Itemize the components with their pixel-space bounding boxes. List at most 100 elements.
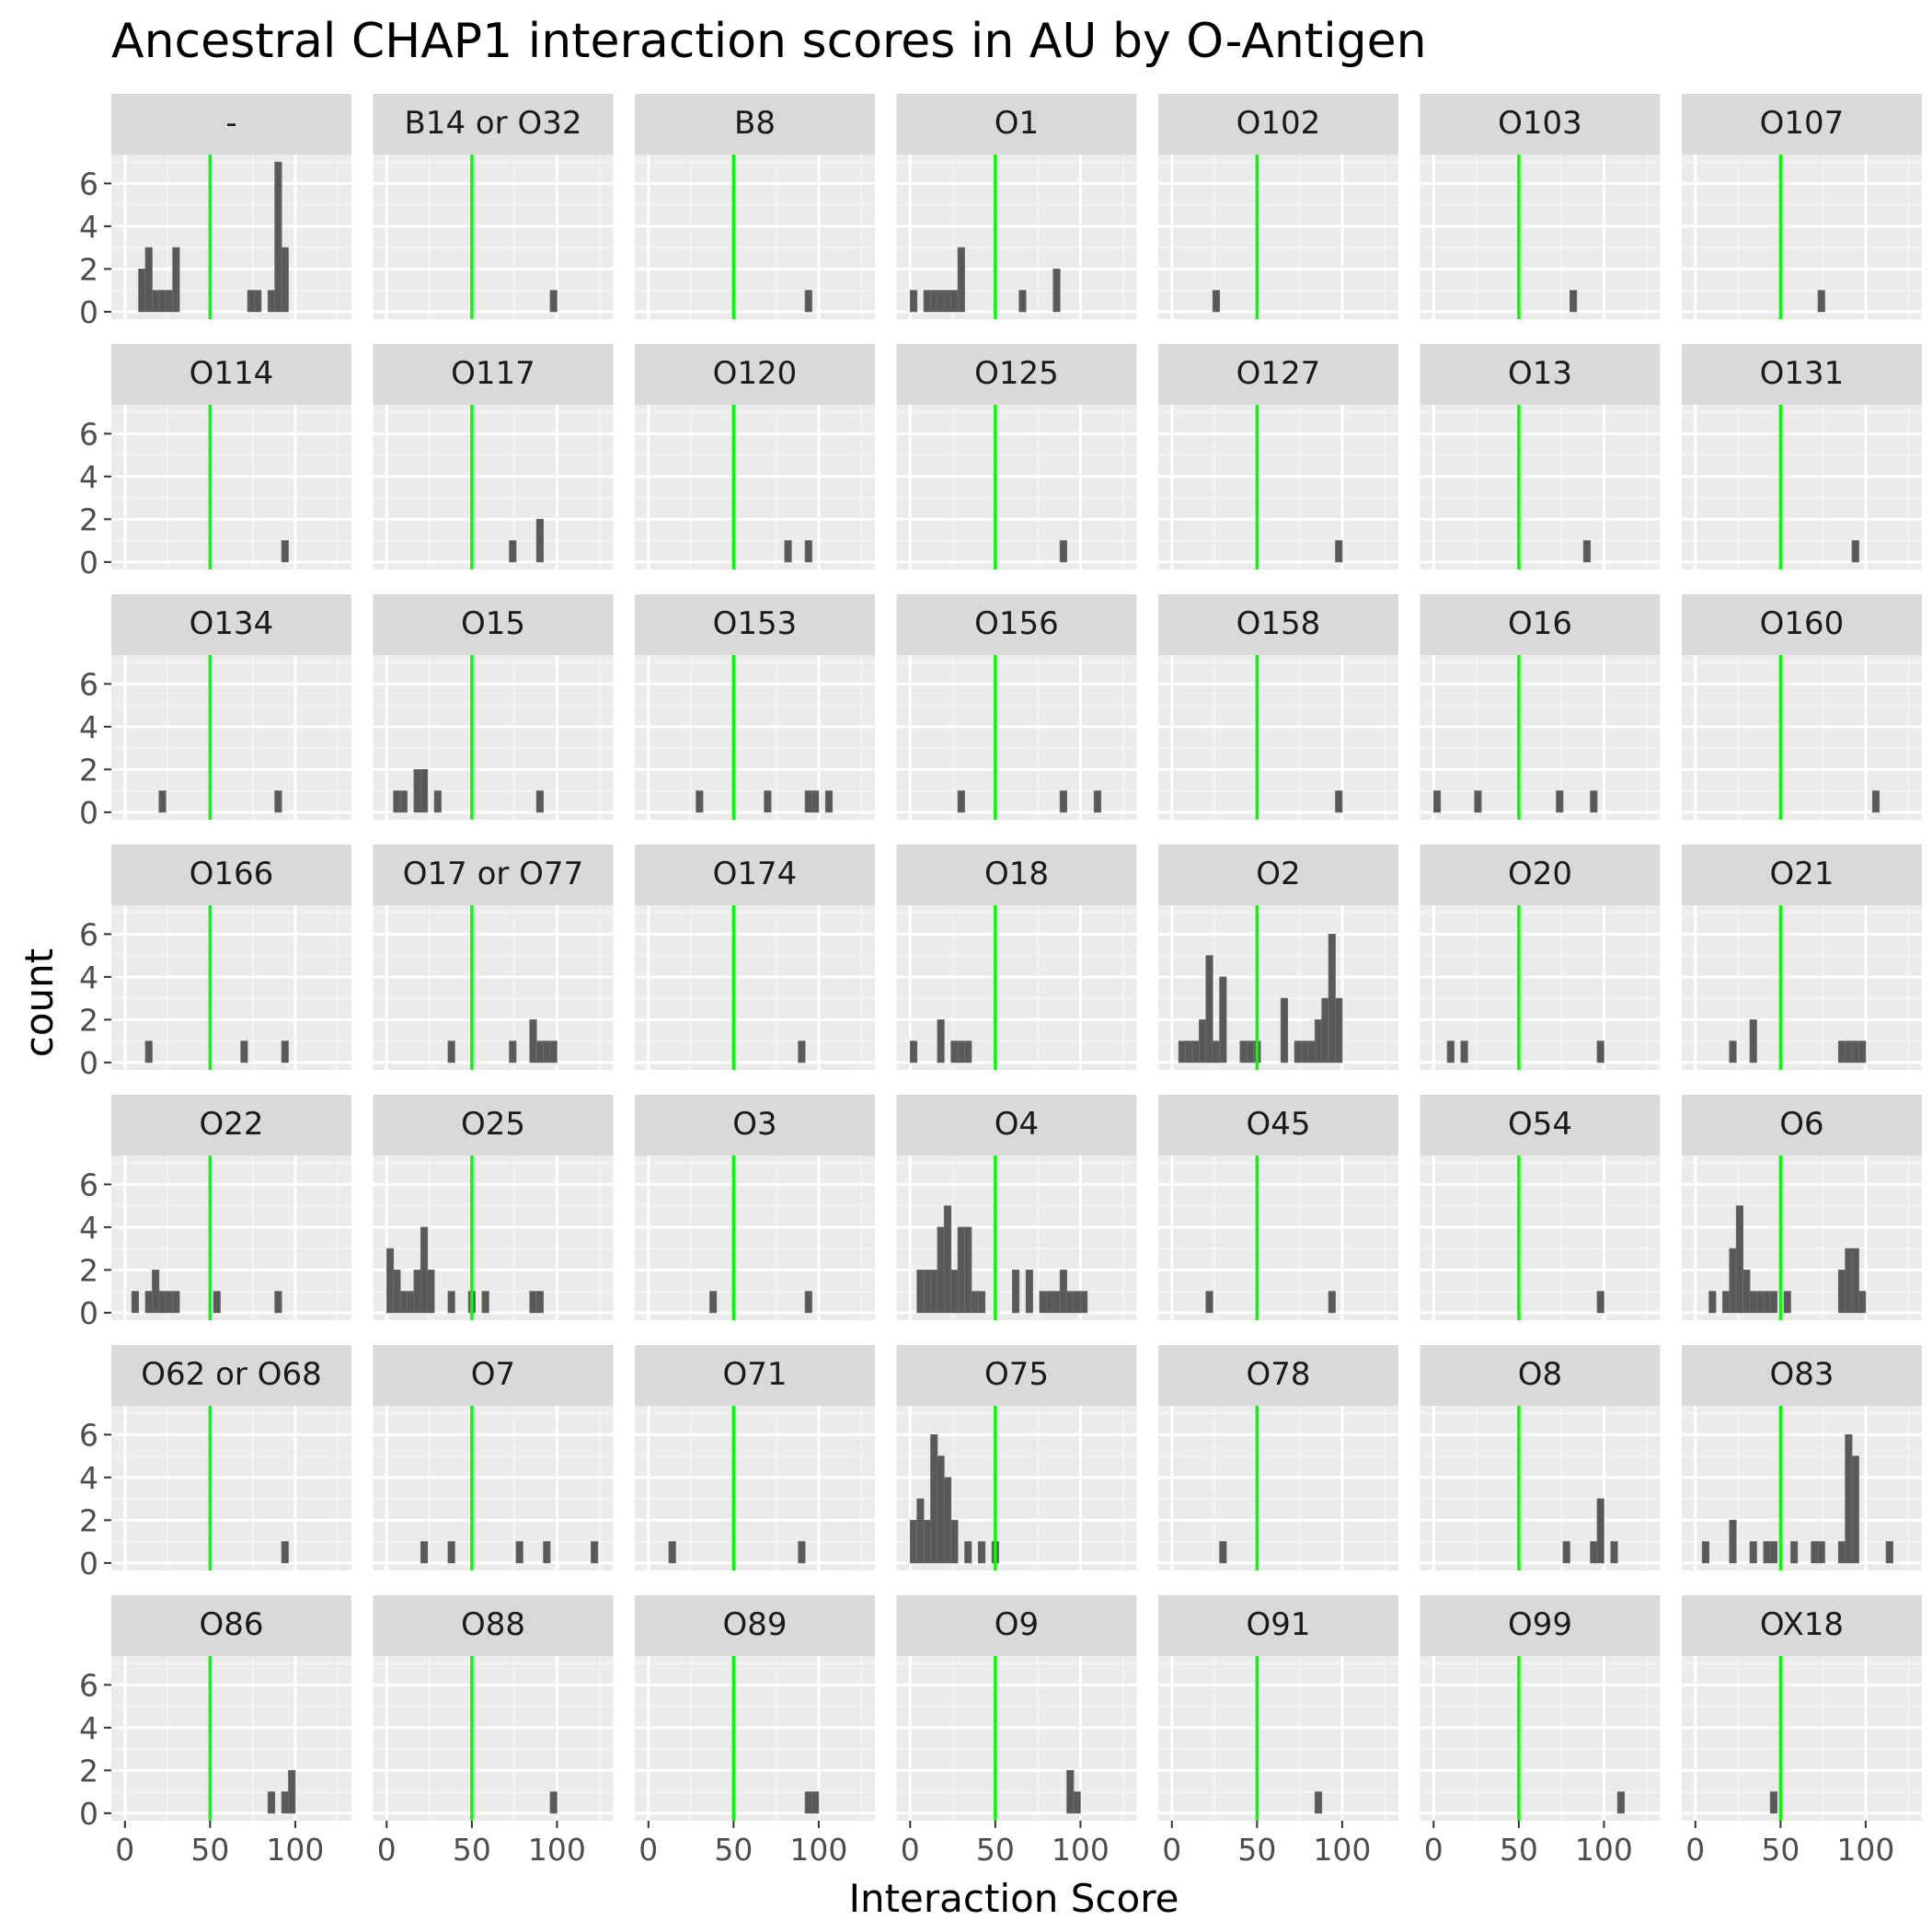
histogram-bar: [420, 768, 429, 813]
y-tick-label: 0: [79, 795, 98, 831]
histogram-bar: [1328, 933, 1336, 1064]
facet-label: O91: [1246, 1606, 1310, 1643]
histogram-bar: [274, 790, 282, 813]
panel-background: [111, 1656, 351, 1821]
panel-background: [635, 405, 875, 569]
facet-label: O127: [1236, 355, 1321, 392]
facet-label: O20: [1508, 856, 1572, 892]
histogram-bar: [1066, 1769, 1075, 1814]
histogram-bar: [1885, 1541, 1893, 1564]
histogram-bar: [165, 290, 174, 313]
histogram-bar: [1708, 1291, 1717, 1314]
histogram-bar: [1837, 1269, 1846, 1314]
histogram-bar: [1205, 955, 1213, 1064]
chart-title: Ancestral CHAP1 interaction scores in AU…: [111, 14, 1427, 69]
x-tick-label: 50: [1237, 1832, 1276, 1868]
histogram-bar: [158, 290, 167, 313]
panel-background: [1158, 655, 1398, 820]
histogram-bar: [1314, 1791, 1323, 1814]
histogram-bar: [543, 1541, 551, 1564]
y-tick-label: 2: [79, 251, 98, 287]
histogram-bar: [529, 1291, 537, 1314]
panel-background: [1682, 1156, 1922, 1320]
y-tick-label: 2: [79, 1252, 98, 1288]
panel-background: [373, 655, 614, 820]
facet-strip: [111, 845, 351, 905]
panel-background: [373, 405, 614, 569]
y-tick-label: 6: [79, 666, 98, 702]
histogram-bar: [1307, 1041, 1316, 1064]
facet-label: O89: [722, 1606, 787, 1643]
histogram-bar: [1066, 1291, 1075, 1314]
facet-strip: [635, 94, 875, 155]
histogram-bar: [943, 1477, 952, 1564]
histogram-bar: [804, 290, 812, 313]
histogram-bar: [549, 1791, 558, 1814]
histogram-bar: [964, 1041, 972, 1064]
x-tick-label: 50: [976, 1832, 1015, 1868]
facet-label: O16: [1508, 605, 1572, 642]
histogram-bar: [131, 1291, 140, 1314]
facet-strip: [1158, 1345, 1398, 1406]
panel-background: [373, 905, 614, 1070]
histogram-bar: [1590, 1541, 1598, 1564]
histogram-bar: [923, 1269, 931, 1314]
histogram-bar: [930, 290, 938, 313]
histogram-bar: [481, 1291, 489, 1314]
x-tick-label: 50: [1500, 1832, 1538, 1868]
facet-strip: [1158, 1595, 1398, 1656]
histogram-bar: [937, 1226, 945, 1314]
x-tick-label: 50: [1761, 1832, 1800, 1868]
x-tick-label: 0: [638, 1832, 658, 1868]
y-tick-label: 2: [79, 1502, 98, 1538]
panel-background: [373, 1656, 614, 1821]
y-tick-label: 4: [79, 960, 98, 995]
histogram-bar: [1610, 1541, 1618, 1564]
x-tick-label: 100: [1313, 1832, 1371, 1868]
histogram-bar: [1335, 540, 1343, 563]
histogram-bar: [916, 1269, 925, 1314]
histogram-bar: [1335, 997, 1343, 1064]
facet-strip: [1420, 344, 1661, 405]
facet-strip: [635, 1095, 875, 1156]
panel-background: [111, 655, 351, 820]
panel-background: [1682, 1656, 1922, 1821]
histogram-bar: [1294, 1041, 1302, 1064]
histogram-bar: [1851, 540, 1859, 563]
facet-strip: [1158, 344, 1398, 405]
histogram-bar: [420, 1226, 429, 1314]
histogram-bar: [535, 1291, 545, 1314]
histogram-bar: [930, 1269, 938, 1314]
panel-background: [373, 155, 614, 319]
y-tick-label: 4: [79, 1210, 98, 1246]
histogram-bar: [509, 540, 517, 563]
x-tick-label: 100: [1052, 1832, 1110, 1868]
facet-label: O160: [1760, 605, 1845, 642]
facet-label: O120: [713, 355, 798, 392]
facet-strip: [635, 1345, 875, 1406]
histogram-bar: [413, 768, 421, 813]
panel-background: [1682, 155, 1922, 319]
histogram-bar: [696, 790, 704, 813]
histogram-bar: [1756, 1291, 1765, 1314]
histogram-bar: [138, 268, 146, 313]
histogram-bar: [1280, 997, 1289, 1064]
facet-strip: [1682, 845, 1922, 905]
facet-strip: [1420, 1095, 1661, 1156]
histogram-bar: [1191, 1041, 1200, 1064]
histogram-bar: [937, 1018, 945, 1064]
facet-strip: [1682, 344, 1922, 405]
histogram-bar: [1093, 790, 1102, 813]
y-tick-label: 6: [79, 1417, 98, 1453]
facet-label: O22: [199, 1106, 263, 1143]
facet-label: O88: [461, 1606, 525, 1643]
facet-label: O83: [1769, 1356, 1834, 1393]
histogram-bar: [1446, 1041, 1455, 1064]
facet-label: O13: [1508, 355, 1572, 392]
histogram-bar: [549, 1041, 558, 1064]
histogram-bar: [1616, 1791, 1626, 1814]
histogram-bar: [909, 290, 918, 313]
histogram-bar: [399, 790, 408, 813]
histogram-bar: [1239, 1041, 1248, 1064]
